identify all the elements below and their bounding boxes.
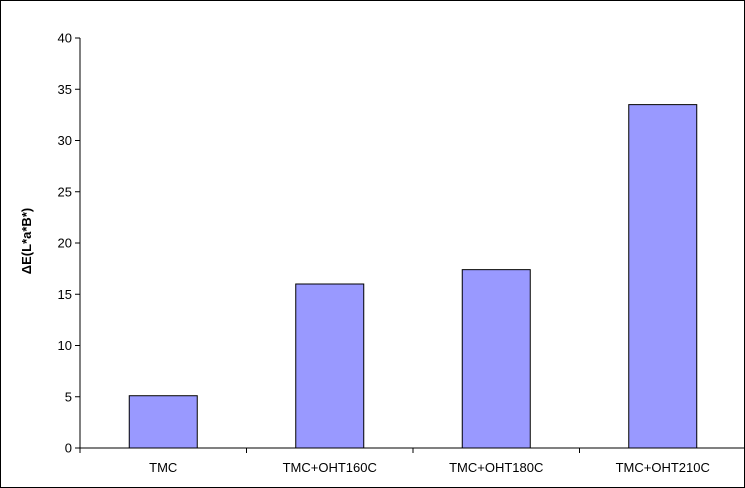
axes-layer <box>75 37 745 453</box>
bar-0 <box>128 395 198 449</box>
y-tick-label-0: 0 <box>65 441 72 456</box>
y-tick-label-3: 15 <box>58 287 72 302</box>
bar-3 <box>628 104 698 449</box>
x-tick-labels: TMC TMC+OHT160C TMC+OHT180C TMC+OHT210C <box>149 460 710 475</box>
y-tick-label-8: 40 <box>58 31 72 46</box>
y-tick-label-5: 25 <box>58 184 72 199</box>
bar-2 <box>461 269 531 449</box>
x-tick-label-3: TMC+OHT210C <box>616 460 710 475</box>
y-tick-label-2: 10 <box>58 338 72 353</box>
bars-layer <box>128 104 698 449</box>
x-tick-label-0: TMC <box>149 460 177 475</box>
x-tick-label-2: TMC+OHT180C <box>449 460 543 475</box>
y-tick-label-4: 20 <box>58 236 72 251</box>
y-axis-title: ΔE(L*a*B*) <box>19 208 34 274</box>
y-tick-labels: 0 5 10 15 20 25 30 35 40 <box>58 31 72 456</box>
y-tick-label-6: 30 <box>58 133 72 148</box>
x-tick-label-1: TMC+OHT160C <box>283 460 377 475</box>
y-tick-label-7: 35 <box>58 82 72 97</box>
bar-1 <box>295 283 365 449</box>
y-tick-label-1: 5 <box>65 389 72 404</box>
